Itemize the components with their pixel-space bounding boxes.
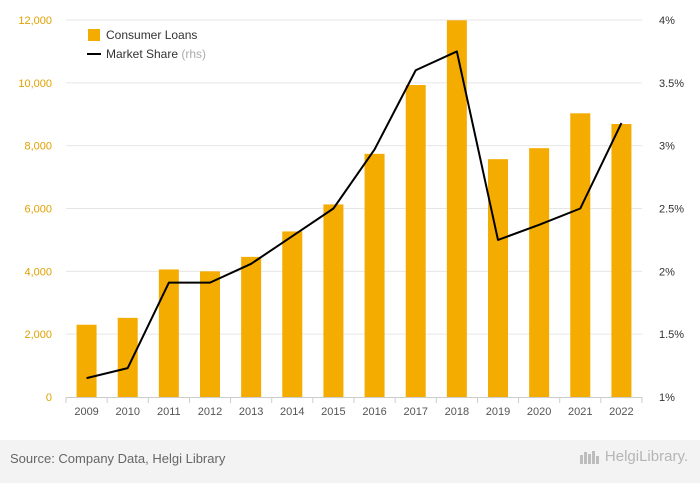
- y-right-tick-label: 1.5%: [659, 329, 684, 341]
- x-tick-label: 2018: [445, 406, 469, 418]
- x-tick-label: 2021: [568, 406, 592, 418]
- x-tick-label: 2022: [609, 406, 633, 418]
- y-left-tick-label: 6,000: [24, 204, 52, 216]
- x-tick-label: 2014: [280, 406, 304, 418]
- x-tick-label: 2019: [486, 406, 510, 418]
- x-tick-label: 2015: [321, 406, 345, 418]
- x-tick-label: 2017: [403, 406, 427, 418]
- bar: [241, 256, 262, 397]
- bar: [611, 123, 632, 397]
- bar: [488, 159, 508, 397]
- bar: [446, 20, 467, 397]
- market-share-line: [86, 50, 623, 380]
- helgi-library-logo: HelgiLibrary.: [579, 448, 688, 465]
- bar: [364, 153, 385, 397]
- bar: [282, 231, 303, 397]
- bar: [117, 317, 138, 397]
- library-icon: [579, 450, 599, 464]
- bar: [570, 113, 591, 398]
- x-tick-label: 2016: [362, 406, 386, 418]
- x-tick-label: 2010: [115, 406, 139, 418]
- x-tick-label: 2009: [74, 406, 98, 418]
- y-left-tick-label: 10,000: [18, 78, 52, 90]
- y-left-tick-label: 12,000: [18, 15, 52, 27]
- y-right-tick-label: 3.5%: [659, 78, 684, 90]
- logo-text: HelgiLibrary.: [604, 448, 688, 465]
- y-left-tick-label: 0: [46, 392, 52, 404]
- legend-label-consumer-loans: Consumer Loans: [106, 28, 197, 42]
- y-left-tick-label: 2,000: [24, 329, 52, 341]
- x-tick-label: 2020: [527, 406, 551, 418]
- y-right-tick-label: 2%: [659, 266, 675, 278]
- x-tick-label: 2012: [198, 406, 222, 418]
- bar: [529, 148, 550, 397]
- footer: Source: Company Data, Helgi Library Helg…: [0, 440, 700, 483]
- y-right-tick-label: 1%: [659, 392, 675, 404]
- bar: [158, 269, 179, 397]
- y-right-tick-label: 3%: [659, 141, 675, 153]
- chart: 0 1% 2,000 1.5% 4,000 2% 6,000 2.5% 8,000 3% 10,00…: [18, 15, 684, 418]
- y-left-tick-label: 4,000: [24, 266, 52, 278]
- legend-label-market-share: Market Share (rhs): [106, 47, 206, 61]
- source-note: Source: Company Data, Helgi Library: [10, 451, 226, 466]
- legend-swatch-consumer-loans: [88, 29, 100, 41]
- bar: [405, 85, 426, 397]
- bar: [200, 271, 220, 397]
- y-right-tick-label: 4%: [659, 15, 675, 27]
- legend-rhs-suffix: (rhs): [181, 47, 206, 61]
- x-tick-label: 2013: [239, 406, 263, 418]
- bar: [323, 204, 344, 397]
- x-tick-label: 2011: [157, 406, 181, 418]
- y-right-tick-label: 2.5%: [659, 204, 684, 216]
- bar: [76, 324, 97, 397]
- y-left-tick-label: 8,000: [24, 141, 52, 153]
